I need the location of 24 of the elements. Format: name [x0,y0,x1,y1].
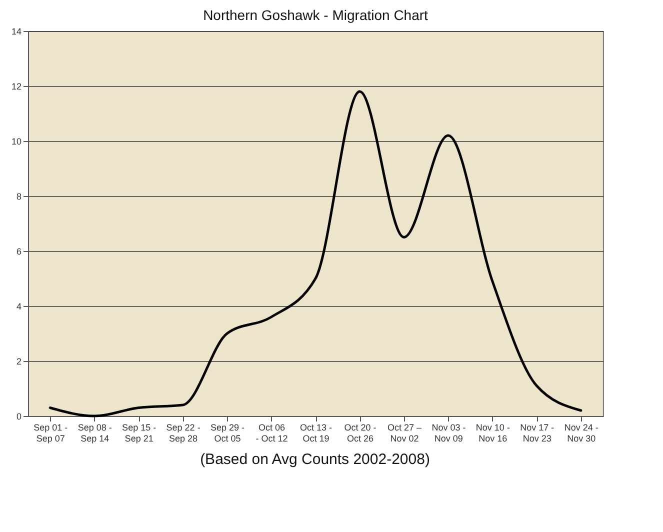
x-tick-label: Sep 22 - Sep 28 [166,422,200,444]
x-tick-label: Nov 24 - Nov 30 [564,422,598,444]
x-tick-label: Nov 03 - Nov 09 [432,422,466,444]
y-tick-label: 2 [16,356,22,366]
x-tick-label: Sep 29 - Oct 05 [210,422,245,444]
y-tick-label: 14 [11,26,22,36]
x-tick-label: Sep 08 - Sep 14 [78,422,112,444]
x-tick-label: Sep 01 - Sep 07 [34,422,68,444]
x-tick-label: Nov 10 - Nov 16 [476,422,510,444]
y-tick-label: 0 [16,412,22,422]
y-tick-label: 12 [11,82,22,92]
y-tick-label: 10 [11,136,22,146]
y-tick-label: 8 [16,192,22,202]
x-tick-label: Sep 15 - Sep 21 [122,422,156,444]
line-series [48,90,582,418]
y-tick-label: 6 [16,246,22,256]
x-tick-label: Oct 20 - Oct 26 [344,422,376,444]
text: (Based on Avg Counts 2002-2008) [200,451,430,468]
x-tick-label: Nov 17 - Nov 23 [520,422,554,444]
chart-title: Northern Goshawk - Migration Chart [203,7,428,23]
x-tick-label: Oct 06 - Oct 12 [256,422,288,444]
y-tick-label: 4 [16,302,22,312]
x-tick-label: Oct 13 - Oct 19 [300,422,332,444]
x-tick-label: Oct 27 – Nov 02 [387,422,422,444]
